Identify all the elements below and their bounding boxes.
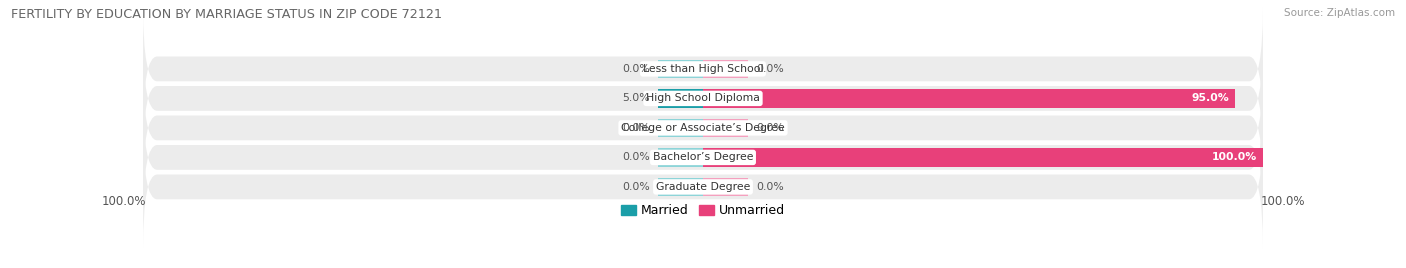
Text: 0.0%: 0.0% [621, 64, 650, 74]
Bar [658, 60, 703, 78]
Bar [658, 89, 703, 107]
Text: 100.0%: 100.0% [1260, 195, 1305, 207]
Text: 0.0%: 0.0% [621, 123, 650, 133]
FancyBboxPatch shape [143, 8, 1263, 130]
Text: 0.0%: 0.0% [621, 182, 650, 192]
Text: High School Diploma: High School Diploma [647, 93, 759, 103]
Text: 95.0%: 95.0% [1191, 93, 1229, 103]
Text: 0.0%: 0.0% [621, 152, 650, 162]
Text: 0.0%: 0.0% [756, 64, 785, 74]
Bar [658, 178, 703, 196]
Legend: Married, Unmarried: Married, Unmarried [616, 199, 790, 222]
Bar [703, 60, 748, 78]
Text: 100.0%: 100.0% [101, 195, 146, 207]
Text: College or Associate’s Degree: College or Associate’s Degree [621, 123, 785, 133]
Text: 0.0%: 0.0% [756, 123, 785, 133]
FancyBboxPatch shape [143, 96, 1263, 219]
Bar [658, 119, 703, 137]
Text: 100.0%: 100.0% [1212, 152, 1257, 162]
Text: Bachelor’s Degree: Bachelor’s Degree [652, 152, 754, 162]
Text: Graduate Degree: Graduate Degree [655, 182, 751, 192]
FancyBboxPatch shape [143, 125, 1263, 248]
Text: 5.0%: 5.0% [623, 93, 650, 103]
Text: Less than High School: Less than High School [643, 64, 763, 74]
Bar [703, 148, 1263, 166]
Bar [703, 119, 748, 137]
Text: Source: ZipAtlas.com: Source: ZipAtlas.com [1284, 8, 1395, 18]
Bar [703, 89, 1234, 107]
FancyBboxPatch shape [143, 66, 1263, 189]
FancyBboxPatch shape [143, 37, 1263, 160]
Bar [658, 148, 703, 166]
Text: FERTILITY BY EDUCATION BY MARRIAGE STATUS IN ZIP CODE 72121: FERTILITY BY EDUCATION BY MARRIAGE STATU… [11, 8, 443, 21]
Text: 0.0%: 0.0% [756, 182, 785, 192]
Bar [703, 178, 748, 196]
